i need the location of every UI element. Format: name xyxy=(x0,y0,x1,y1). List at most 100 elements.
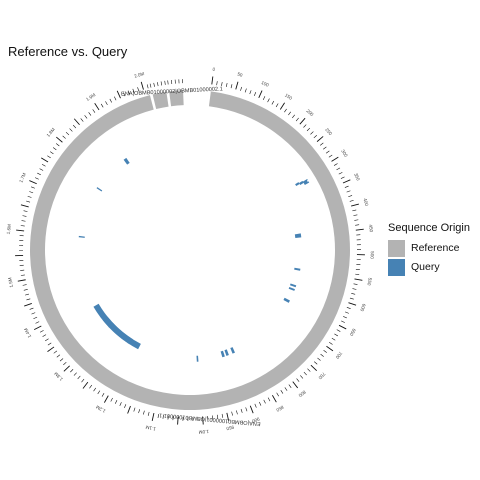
tick-mark xyxy=(226,412,230,421)
tick-mark xyxy=(303,371,307,376)
tick-mark xyxy=(355,228,364,231)
tick-mark xyxy=(236,410,238,415)
tick-mark xyxy=(351,203,359,207)
tick-mark xyxy=(56,354,61,358)
tick-mark xyxy=(288,384,292,389)
query-alignment-16 xyxy=(108,322,114,328)
tick-mark xyxy=(348,195,353,198)
tick-mark xyxy=(353,283,358,285)
tick-mark xyxy=(326,345,334,352)
tick-label: 850 xyxy=(275,404,285,412)
tick-mark xyxy=(303,124,307,128)
tick-mark xyxy=(292,114,295,119)
query-alignment-19 xyxy=(123,157,130,165)
legend-label-query: Query xyxy=(411,261,440,273)
tick-mark xyxy=(344,185,349,188)
tick-mark xyxy=(235,81,239,90)
reference-segment-1 xyxy=(152,91,169,110)
tick-mark xyxy=(314,361,318,365)
sequence-label-bottom: ENA|OBMB01000001|OBMB01000001.1 xyxy=(159,412,261,427)
tick-mark xyxy=(16,229,25,232)
tick-mark xyxy=(230,84,233,89)
tick-mark xyxy=(23,210,28,212)
tick-mark xyxy=(160,81,163,86)
tick-mark xyxy=(323,146,327,150)
tick-mark xyxy=(81,378,85,383)
tick-mark xyxy=(53,350,58,354)
tick-mark xyxy=(300,375,304,379)
tick-mark xyxy=(45,338,49,342)
tick-mark xyxy=(24,303,32,307)
tick-label: 1.7M xyxy=(18,172,27,184)
query-alignment-12 xyxy=(230,347,235,354)
tick-mark xyxy=(114,400,118,404)
tick-mark xyxy=(84,115,88,119)
tick-mark xyxy=(310,131,314,135)
tick-mark xyxy=(41,163,46,167)
tick-label: 1.2M xyxy=(95,404,107,413)
tick-mark xyxy=(221,82,223,87)
tick-mark xyxy=(284,108,287,113)
legend-swatch-query xyxy=(388,258,405,276)
tick-mark xyxy=(63,365,70,372)
tick-mark xyxy=(147,411,150,416)
tick-mark xyxy=(35,321,40,324)
tick-mark xyxy=(249,405,254,414)
query-alignment-11 xyxy=(283,297,290,303)
tick-mark xyxy=(272,395,277,403)
tick-mark xyxy=(310,364,317,372)
query-alignment-18 xyxy=(96,187,103,192)
tick-mark xyxy=(280,390,284,394)
tick-mark xyxy=(351,293,356,295)
tick-label: 1.3M xyxy=(53,371,64,382)
tick-mark xyxy=(344,311,349,314)
tick-label: 1.4M xyxy=(23,327,32,339)
query-alignment-2 xyxy=(295,182,300,187)
tick-mark xyxy=(354,278,363,281)
tick-label: 50 xyxy=(237,72,244,78)
tick-mark xyxy=(27,195,32,198)
tick-mark xyxy=(101,393,105,397)
tick-mark xyxy=(284,387,288,391)
query-alignment-10 xyxy=(288,286,295,291)
tick-mark xyxy=(341,320,345,323)
tick-mark xyxy=(334,333,338,337)
tick-label: 550 xyxy=(366,277,372,286)
tick-mark xyxy=(299,117,306,125)
tick-label: 1.0M xyxy=(198,429,209,435)
tick-mark xyxy=(34,177,39,180)
tick-mark xyxy=(47,342,52,346)
tick-mark xyxy=(225,83,228,88)
tick-mark xyxy=(119,402,122,407)
legend-swatch-reference xyxy=(388,239,405,257)
tick-mark xyxy=(212,415,214,420)
tick-label: 650 xyxy=(349,328,357,337)
tick-mark xyxy=(127,90,130,95)
tick-label: 750 xyxy=(317,371,326,380)
tick-mark xyxy=(348,302,357,306)
tick-mark xyxy=(137,87,140,92)
tick-mark xyxy=(279,102,285,110)
tick-mark xyxy=(342,179,351,184)
tick-mark xyxy=(29,180,37,185)
reference-ring xyxy=(29,90,350,410)
tick-mark xyxy=(20,274,25,276)
query-alignment-1 xyxy=(304,181,310,185)
tick-label: 250 xyxy=(324,127,333,136)
legend-label-reference: Reference xyxy=(411,242,460,254)
tick-mark xyxy=(116,90,121,99)
tick-mark xyxy=(20,204,29,208)
tick-mark xyxy=(127,405,131,414)
query-alignment-0 xyxy=(302,179,308,183)
tick-label: 1.8M xyxy=(46,127,57,138)
tick-mark xyxy=(39,330,44,333)
tick-label: 1.6M xyxy=(6,224,12,235)
tick-mark xyxy=(352,209,357,212)
tick-mark xyxy=(29,307,34,310)
tick-mark xyxy=(21,220,26,222)
tick-mark xyxy=(271,100,275,105)
tick-mark xyxy=(55,143,60,147)
tick-mark xyxy=(133,407,136,412)
query-ring xyxy=(78,157,310,362)
